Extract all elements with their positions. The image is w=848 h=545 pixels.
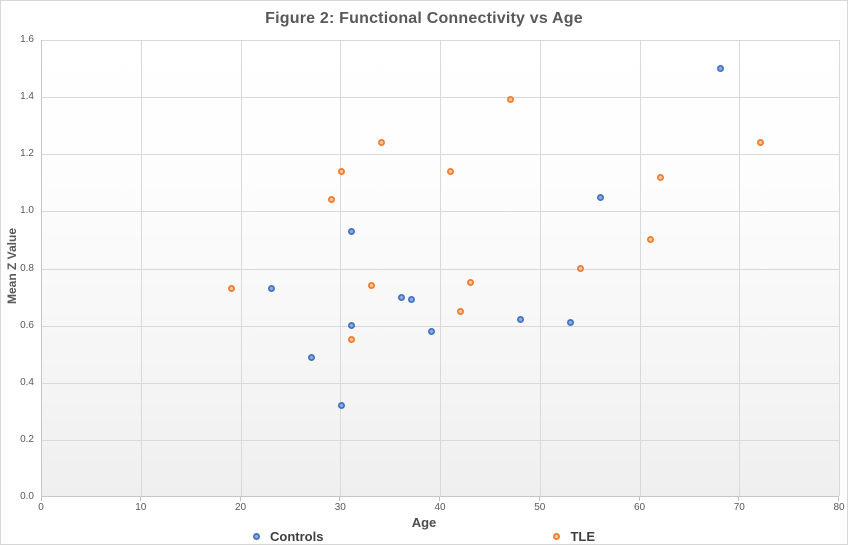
gridline-vertical <box>739 40 741 496</box>
data-point-controls[interactable] <box>407 296 415 304</box>
data-point-controls[interactable] <box>517 316 525 324</box>
x-tick-mark <box>638 497 640 501</box>
data-point-controls[interactable] <box>347 322 355 330</box>
x-tick-mark <box>139 497 141 501</box>
data-point-tle[interactable] <box>467 279 475 287</box>
x-tick-mark <box>538 497 540 501</box>
data-point-tle[interactable] <box>646 236 654 244</box>
legend-marker-icon <box>553 533 561 540</box>
gridline-vertical <box>639 40 641 496</box>
y-tick-label: 0.6 <box>20 319 34 331</box>
data-point-tle[interactable] <box>377 139 385 147</box>
y-tick-label: 0.4 <box>20 376 34 388</box>
x-tick-mark <box>738 497 740 501</box>
chart-title: Figure 2: Functional Connectivity vs Age <box>265 10 583 27</box>
gridline-vertical <box>839 40 840 496</box>
data-point-tle[interactable] <box>507 96 515 104</box>
data-point-tle[interactable] <box>228 284 236 292</box>
y-tick-label: 1.2 <box>20 148 34 160</box>
legend-label: Controls <box>269 529 324 544</box>
x-tick-mark <box>838 497 839 501</box>
data-point-controls[interactable] <box>567 319 575 327</box>
data-point-controls[interactable] <box>397 293 405 301</box>
gridline-vertical <box>140 40 142 496</box>
x-tick-label: 30 <box>334 502 346 513</box>
data-point-tle[interactable] <box>367 282 375 290</box>
data-point-controls[interactable] <box>427 327 435 335</box>
y-tick-label: 0.2 <box>20 433 34 445</box>
gridline-vertical <box>240 40 242 496</box>
data-point-controls[interactable] <box>267 284 275 292</box>
x-tick-label: 10 <box>135 502 147 513</box>
legend-label: TLE <box>570 529 595 544</box>
y-tick-label: 1.6 <box>20 34 34 45</box>
x-tick-mark <box>439 497 440 501</box>
data-point-tle[interactable] <box>656 173 664 181</box>
data-point-tle[interactable] <box>756 139 764 147</box>
x-tick-mark <box>339 497 341 501</box>
data-point-controls[interactable] <box>597 193 605 201</box>
x-tick-label: 60 <box>633 502 646 513</box>
data-point-tle[interactable] <box>447 167 455 175</box>
plot-area <box>41 40 840 497</box>
gridline-vertical <box>440 40 441 496</box>
legend: Controls TLE <box>1 529 847 544</box>
data-point-controls[interactable] <box>347 227 355 235</box>
data-point-controls[interactable] <box>307 353 315 361</box>
data-point-controls[interactable] <box>337 402 345 410</box>
gridline-vertical <box>539 40 541 496</box>
x-tick-mark <box>239 497 241 501</box>
x-tick-label: 70 <box>733 502 745 513</box>
x-tick-label: 40 <box>434 502 446 513</box>
y-tick-label: 1.0 <box>20 205 34 217</box>
x-axis-title: Age <box>411 515 437 530</box>
x-tick-label: 20 <box>234 502 247 513</box>
x-tick-label: 0 <box>38 502 44 513</box>
data-point-tle[interactable] <box>327 196 335 204</box>
data-point-tle[interactable] <box>577 265 585 272</box>
legend-entry-controls[interactable]: Controls <box>252 529 324 544</box>
y-tick-label: 1.4 <box>20 91 34 103</box>
data-point-tle[interactable] <box>337 167 345 175</box>
x-tick-label: 80 <box>833 502 845 513</box>
legend-entry-tle[interactable]: TLE <box>553 529 595 544</box>
gridline-vertical <box>340 40 342 496</box>
y-tick-label: 0.8 <box>20 262 34 274</box>
x-tick-label: 50 <box>534 502 546 513</box>
legend-marker-icon <box>252 533 260 540</box>
y-tick-label: 0.0 <box>20 491 34 502</box>
data-point-tle[interactable] <box>347 336 355 344</box>
data-point-tle[interactable] <box>457 307 465 315</box>
x-tick-mark <box>41 497 42 501</box>
data-point-controls[interactable] <box>716 65 724 73</box>
